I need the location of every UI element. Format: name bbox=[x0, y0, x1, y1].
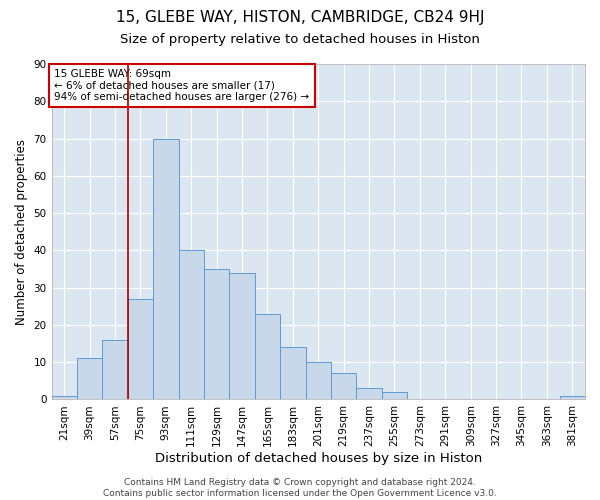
Bar bbox=[280, 348, 305, 400]
Bar bbox=[255, 314, 280, 400]
Text: 15, GLEBE WAY, HISTON, CAMBRIDGE, CB24 9HJ: 15, GLEBE WAY, HISTON, CAMBRIDGE, CB24 9… bbox=[116, 10, 484, 25]
Y-axis label: Number of detached properties: Number of detached properties bbox=[15, 138, 28, 324]
Text: Contains HM Land Registry data © Crown copyright and database right 2024.
Contai: Contains HM Land Registry data © Crown c… bbox=[103, 478, 497, 498]
Bar bbox=[560, 396, 585, 400]
Bar bbox=[153, 138, 179, 400]
Bar bbox=[179, 250, 204, 400]
Bar bbox=[103, 340, 128, 400]
Bar bbox=[77, 358, 103, 400]
Text: 15 GLEBE WAY: 69sqm
← 6% of detached houses are smaller (17)
94% of semi-detache: 15 GLEBE WAY: 69sqm ← 6% of detached hou… bbox=[54, 69, 310, 102]
Bar bbox=[382, 392, 407, 400]
X-axis label: Distribution of detached houses by size in Histon: Distribution of detached houses by size … bbox=[155, 452, 482, 465]
Bar bbox=[229, 272, 255, 400]
Bar bbox=[204, 269, 229, 400]
Bar bbox=[128, 299, 153, 400]
Bar bbox=[331, 374, 356, 400]
Text: Size of property relative to detached houses in Histon: Size of property relative to detached ho… bbox=[120, 32, 480, 46]
Bar bbox=[305, 362, 331, 400]
Bar bbox=[52, 396, 77, 400]
Bar bbox=[356, 388, 382, 400]
